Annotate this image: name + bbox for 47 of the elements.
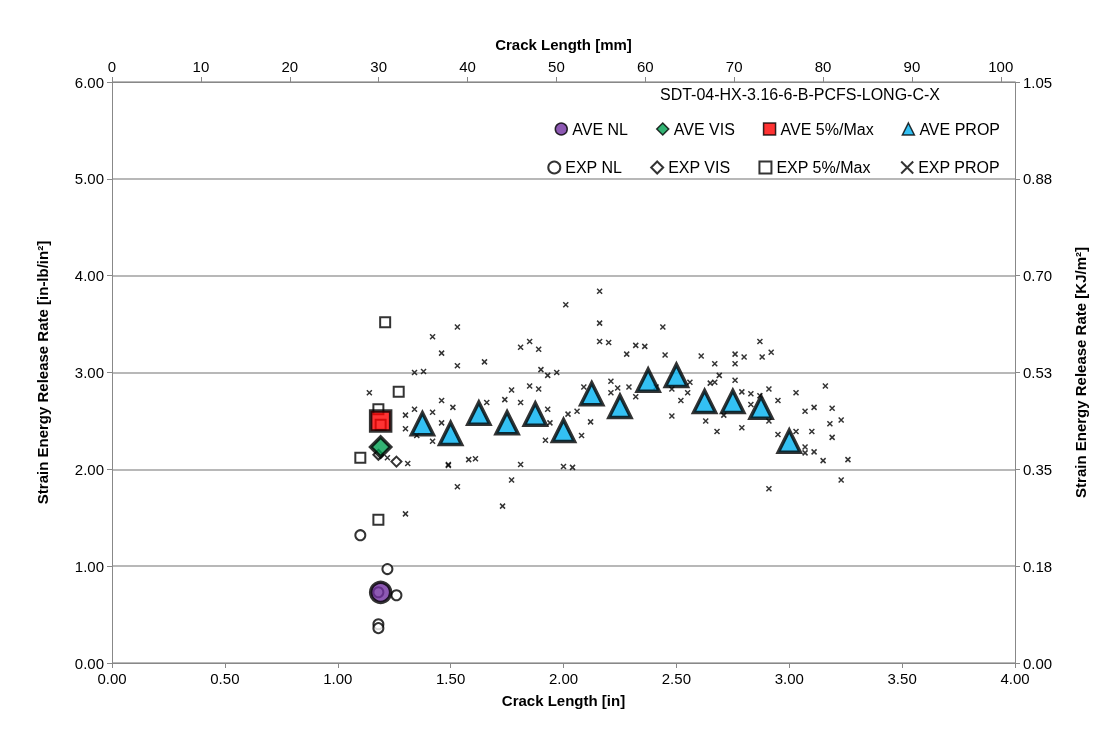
x2-tick-label: 70 xyxy=(725,58,743,75)
legend-title: SDT-04-HX-3.16-6-B-PCFS-LONG-C-X xyxy=(659,85,941,103)
legend-label: AVE 5%/Max xyxy=(780,120,874,138)
x2-tick-label: 40 xyxy=(459,58,476,75)
x-tick-label: 0.50 xyxy=(210,670,240,687)
y2-tick-label: 1.05 xyxy=(1023,73,1053,91)
x2-tick-label: 60 xyxy=(636,58,654,75)
legend-label: EXP 5%/Max xyxy=(776,159,871,176)
legend-label: EXP NL xyxy=(565,159,622,176)
y2-tick-label: 0.88 xyxy=(1023,170,1053,188)
y-tick-label: 3.00 xyxy=(74,364,104,381)
y2-axis-title: Strain Energy Release Rate [KJ/m²] xyxy=(1072,247,1089,498)
x-axis-title: Crack Length [in] xyxy=(501,692,626,709)
y-axis-title: Strain Energy Release Rate [in-lb/in²] xyxy=(34,240,51,505)
x2-tick-label: 10 xyxy=(192,58,210,75)
y-tick-label: 1.00 xyxy=(74,557,104,575)
x-tick-label: 1.00 xyxy=(323,670,353,687)
y2-tick-label: 0.53 xyxy=(1023,364,1053,381)
x-tick-label: 2.50 xyxy=(661,670,691,687)
x-tick-label: 2.00 xyxy=(548,670,579,687)
x-tick-label: 0.00 xyxy=(97,670,127,687)
x2-tick-label: 80 xyxy=(814,58,832,75)
x-tick-label: 4.00 xyxy=(1000,670,1030,687)
x2-tick-label: 100 xyxy=(988,58,1014,75)
x2-axis-title: Crack Length [mm] xyxy=(495,36,632,53)
x2-tick-label: 20 xyxy=(281,58,299,75)
y-tick-label: 4.00 xyxy=(74,267,104,285)
x-tick-label: 3.50 xyxy=(887,670,917,687)
y-tick-label: 2.00 xyxy=(74,460,104,478)
y-tick-label: 0.00 xyxy=(74,654,104,672)
legend-label: AVE PROP xyxy=(919,120,1001,138)
y-tick-label: 5.00 xyxy=(74,170,104,188)
x2-tick-label: 30 xyxy=(370,58,387,75)
x2-tick-label: 0 xyxy=(107,58,117,75)
x2-tick-label: 90 xyxy=(903,58,921,75)
legend-label: EXP VIS xyxy=(668,159,731,176)
y2-tick-label: 0.35 xyxy=(1023,460,1053,478)
y-tick-label: 6.00 xyxy=(74,73,104,91)
y2-tick-label: 0.00 xyxy=(1023,654,1053,672)
y2-tick-label: 0.18 xyxy=(1023,557,1053,575)
legend-label: AVE NL xyxy=(572,120,629,138)
legend-label: EXP PROP xyxy=(918,159,1000,176)
x-tick-label: 1.50 xyxy=(436,670,466,687)
y2-tick-label: 0.70 xyxy=(1023,267,1053,285)
x-tick-label: 3.00 xyxy=(774,670,804,687)
legend-label: AVE VIS xyxy=(673,120,735,138)
x2-tick-label: 50 xyxy=(548,58,565,75)
